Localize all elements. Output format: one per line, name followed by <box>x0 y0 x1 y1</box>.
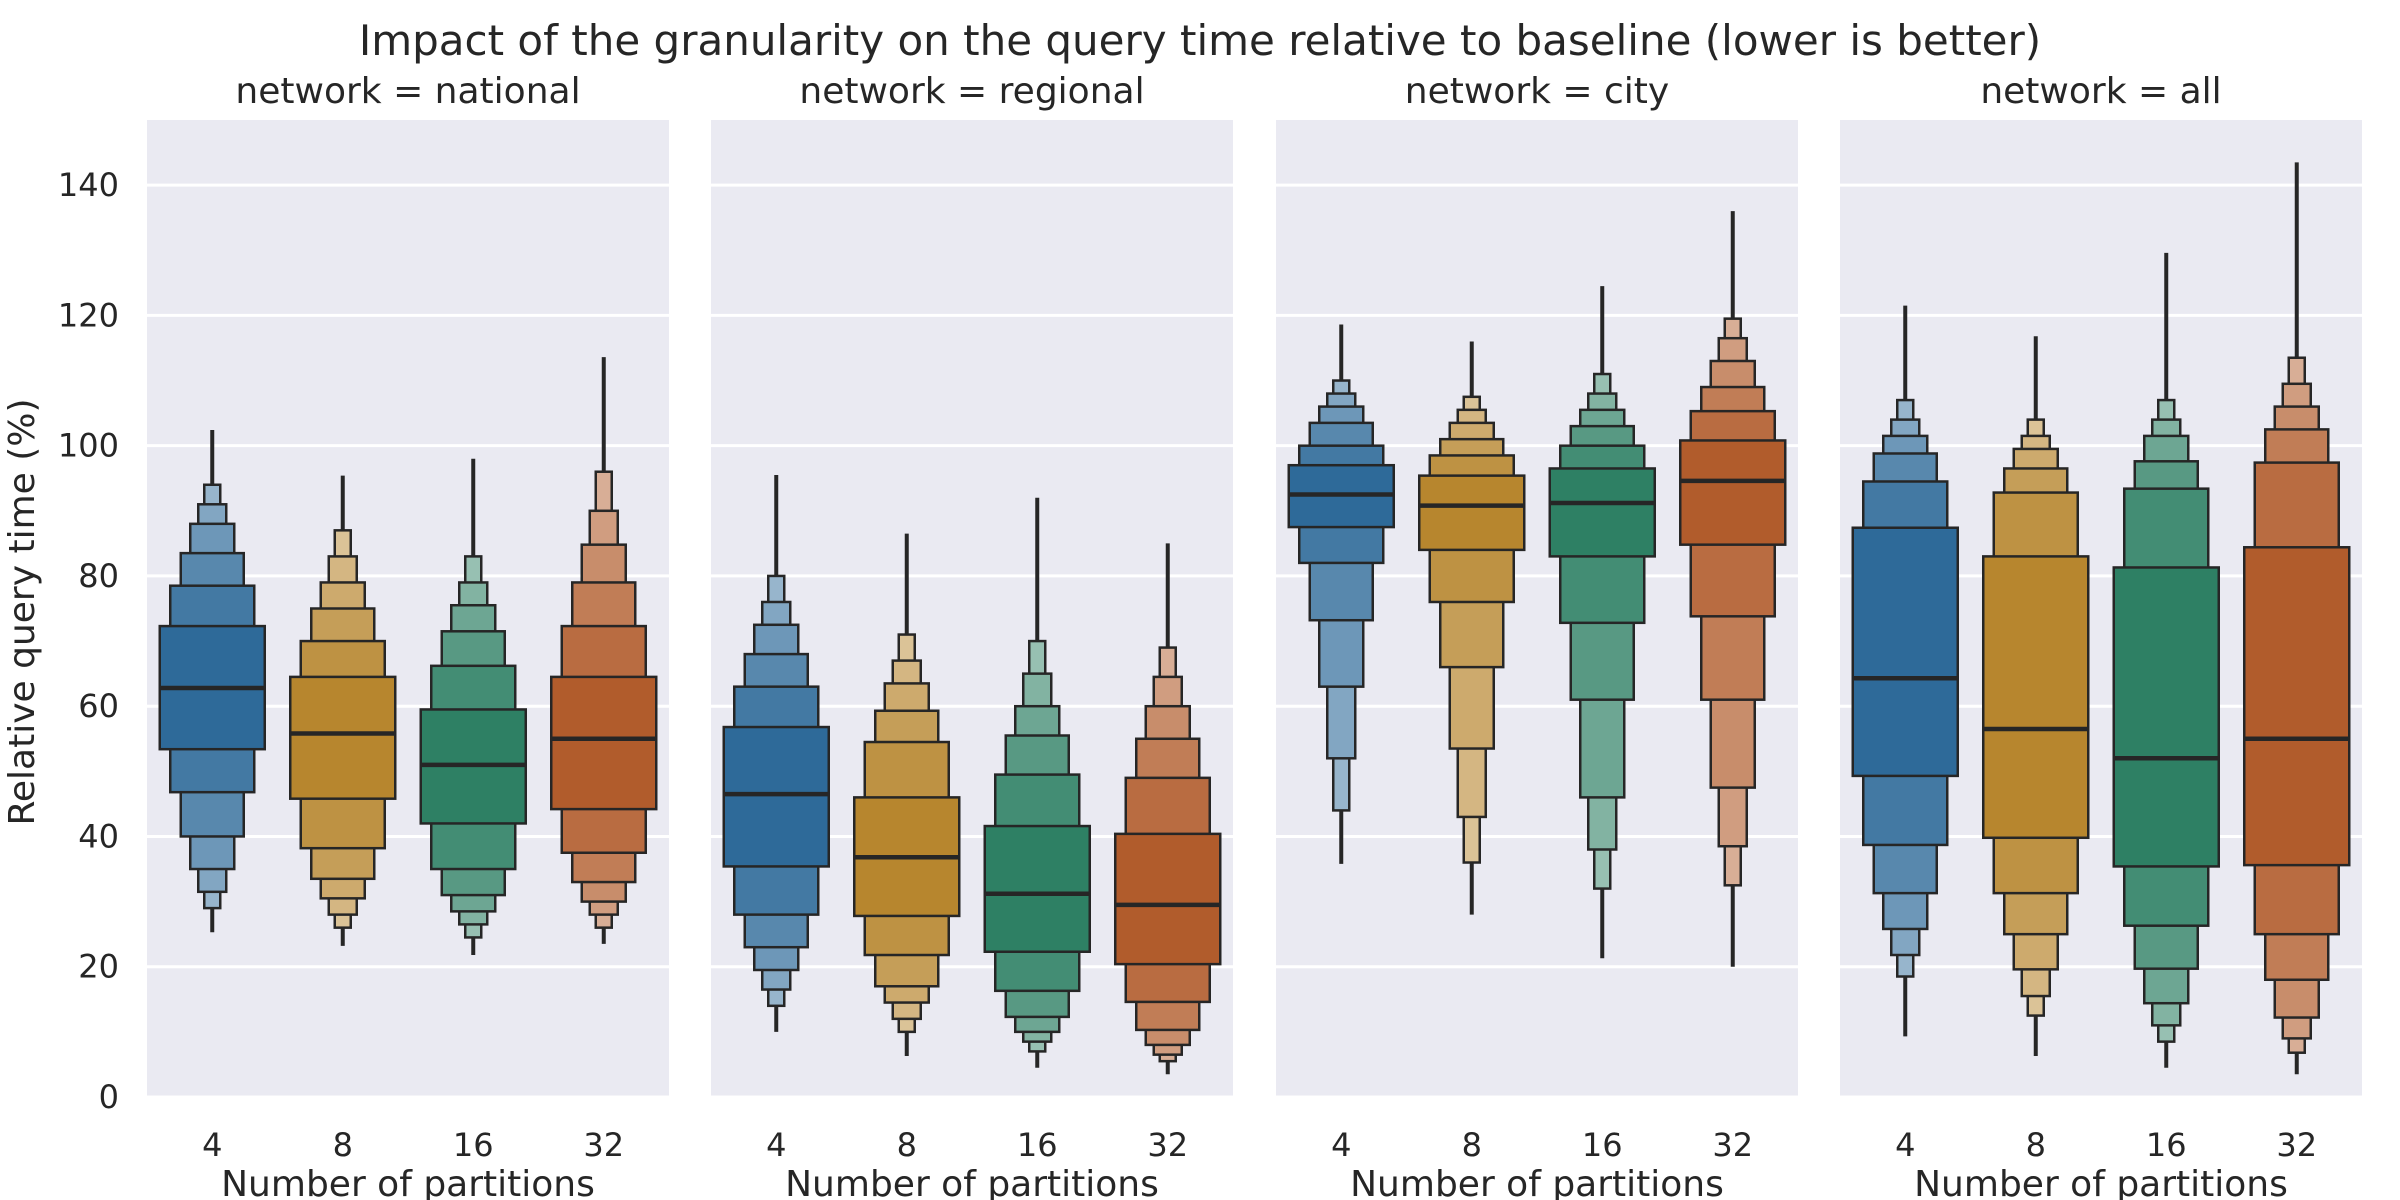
boxen-32 <box>2243 162 2351 1075</box>
letter-value-box <box>722 725 830 868</box>
x-tick-label: 4 <box>766 1126 786 1164</box>
x-tick-label: 32 <box>1712 1126 1753 1164</box>
boxen-4 <box>1287 324 1395 864</box>
letter-value-box <box>289 675 397 800</box>
boxen-4 <box>158 430 266 933</box>
x-tick-label: 4 <box>202 1126 222 1164</box>
x-tick-label: 32 <box>2276 1126 2317 1164</box>
y-tick-label: 0 <box>99 1078 119 1116</box>
x-tick-label: 16 <box>1017 1126 1058 1164</box>
facet-0: network = national 0 20 40 60 80 100 120 140 Numb… <box>58 71 669 1200</box>
letter-value-box <box>1679 439 1787 546</box>
x-axis-label: Number of partitions <box>785 1164 1159 1200</box>
x-tick-label: 32 <box>583 1126 624 1164</box>
letter-value-box <box>1982 555 2090 840</box>
x-tick-label: 16 <box>2146 1126 2187 1164</box>
y-tick-label: 20 <box>78 948 119 986</box>
y-tick-label: 140 <box>58 166 119 204</box>
boxen-32 <box>550 357 658 944</box>
letter-value-box <box>1114 832 1222 966</box>
x-axis-label: Number of partitions <box>1350 1164 1724 1200</box>
y-axis-label: Relative query time (%) <box>2 398 43 825</box>
x-tick-label: 16 <box>453 1126 494 1164</box>
x-tick-label: 8 <box>897 1126 917 1164</box>
boxen-32 <box>1114 543 1222 1075</box>
y-tick-label: 100 <box>58 427 119 465</box>
boxen-16 <box>983 497 1091 1068</box>
boxen-8 <box>1418 341 1526 915</box>
x-tick-label: 8 <box>1462 1126 1482 1164</box>
facet-title: network = city <box>1405 71 1669 112</box>
x-tick-label: 8 <box>2026 1126 2046 1164</box>
x-tick-label: 16 <box>1582 1126 1623 1164</box>
boxen-8 <box>853 533 961 1056</box>
facet-title: network = all <box>1980 71 2221 112</box>
y-tick-label: 40 <box>78 817 119 855</box>
x-tick-label: 4 <box>1895 1126 1915 1164</box>
letter-value-box <box>1851 526 1959 778</box>
x-tick-label: 4 <box>1331 1126 1351 1164</box>
letter-value-box <box>1418 474 1526 552</box>
x-axis-label: Number of partitions <box>1914 1164 2288 1200</box>
boxen-4 <box>1851 305 1959 1037</box>
x-axis-label: Number of partitions <box>221 1164 595 1200</box>
boxen-16 <box>2112 252 2220 1068</box>
boxen-32 <box>1679 211 1787 967</box>
facet-title: network = regional <box>799 71 1144 112</box>
letter-value-box <box>2112 566 2220 868</box>
y-tick-label: 60 <box>78 687 119 725</box>
letter-value-box <box>1548 467 1656 558</box>
letter-value-box <box>983 824 1091 954</box>
boxen-16 <box>1548 286 1656 959</box>
y-tick-label: 120 <box>58 296 119 334</box>
letter-value-box <box>550 675 658 811</box>
boxen-4 <box>722 474 830 1032</box>
facet-panels: network = national 0 20 40 60 80 100 120 140 Numb… <box>58 71 2362 1200</box>
y-tick-label: 80 <box>78 557 119 595</box>
chart-title: Impact of the granularity on the query t… <box>359 16 2041 65</box>
facet-title: network = national <box>235 71 580 112</box>
boxen-8 <box>289 475 397 946</box>
letter-value-box <box>2243 546 2351 867</box>
x-tick-label: 8 <box>333 1126 353 1164</box>
x-tick-label: 32 <box>1147 1126 1188 1164</box>
boxen-8 <box>1982 336 2090 1056</box>
boxen-16 <box>419 458 527 956</box>
